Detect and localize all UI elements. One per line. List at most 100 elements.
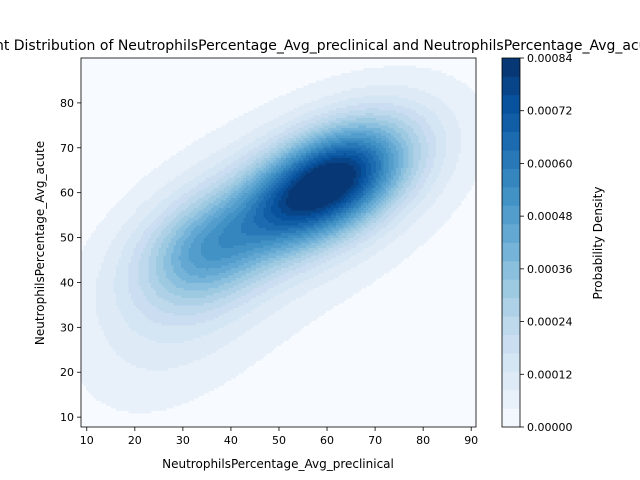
density-cell — [453, 120, 457, 124]
density-cell — [201, 143, 204, 146]
density-cell — [201, 178, 204, 181]
density-cell — [456, 145, 459, 149]
density-cell — [426, 163, 429, 166]
density-cell — [233, 140, 237, 144]
density-cell — [356, 130, 359, 134]
density-cell — [258, 133, 262, 136]
density-cell — [426, 75, 429, 79]
density-cell — [218, 188, 222, 191]
density-cell — [191, 155, 194, 159]
density-cell — [453, 178, 457, 181]
density-cell — [221, 138, 224, 141]
density-cell — [318, 183, 322, 186]
density-cell — [203, 178, 207, 181]
density-cell — [216, 138, 219, 141]
density-cell — [466, 168, 469, 171]
density-cell — [366, 190, 369, 194]
density-cell — [198, 185, 202, 189]
density-cell — [441, 168, 444, 171]
density-cell — [288, 123, 292, 126]
density-cell — [336, 175, 339, 179]
density-cell — [361, 85, 364, 89]
density-cell — [176, 155, 179, 159]
density-cell — [328, 158, 332, 161]
density-cell — [428, 105, 432, 109]
density-cell — [366, 158, 369, 161]
density-cell — [276, 190, 279, 194]
density-cell — [248, 178, 252, 181]
density-cell — [411, 153, 414, 156]
density-cell — [161, 178, 164, 181]
density-cell — [438, 183, 442, 186]
density-cell — [431, 143, 434, 146]
density-cell — [206, 165, 209, 169]
density-cell — [336, 130, 339, 134]
density-cell — [338, 163, 342, 166]
density-cell — [213, 173, 217, 176]
density-cell — [326, 110, 329, 114]
density-cell — [193, 153, 197, 156]
density-cell — [378, 80, 382, 84]
density-cell — [443, 180, 447, 184]
density-cell — [173, 158, 177, 161]
density-cell — [416, 118, 419, 121]
density-cell — [238, 115, 242, 119]
density-cell — [216, 170, 219, 174]
density-cell — [431, 190, 434, 194]
density-cell — [226, 183, 229, 186]
density-cell — [393, 103, 397, 106]
density-cell — [241, 135, 244, 139]
density-cell — [196, 180, 199, 184]
density-cell — [288, 113, 292, 116]
density-cell — [183, 178, 187, 181]
density-cell — [321, 145, 324, 149]
density-cell — [283, 173, 287, 176]
density-cell — [316, 103, 319, 106]
density-cell — [421, 100, 424, 104]
density-cell — [283, 103, 287, 106]
density-cell — [268, 153, 272, 156]
density-cell — [293, 178, 297, 181]
density-cell — [406, 115, 409, 119]
density-cell — [376, 188, 379, 191]
density-cell — [463, 148, 467, 151]
density-cell — [261, 188, 264, 191]
density-cell — [376, 93, 379, 96]
density-cell — [308, 150, 312, 154]
density-cell — [208, 158, 212, 161]
density-cell — [441, 140, 444, 144]
density-cell — [348, 98, 352, 101]
density-cell — [441, 93, 444, 96]
density-cell — [416, 170, 419, 174]
density-cell — [376, 153, 379, 156]
density-cell — [351, 78, 354, 81]
density-cell — [391, 140, 394, 144]
density-cell — [198, 188, 202, 191]
density-cell — [268, 165, 272, 169]
density-cell — [346, 130, 349, 134]
density-cell — [241, 163, 244, 166]
density-cell — [166, 163, 169, 166]
density-cell — [351, 175, 354, 179]
density-cell — [221, 140, 224, 144]
density-cell — [241, 125, 244, 129]
density-cell — [426, 133, 429, 136]
density-cell — [336, 170, 339, 174]
density-cell — [396, 123, 399, 126]
density-cell — [408, 70, 412, 74]
density-cell — [401, 165, 404, 169]
density-cell — [356, 73, 359, 76]
density-cell — [323, 173, 327, 176]
density-cell — [288, 115, 292, 119]
density-cell — [381, 145, 384, 149]
density-cell — [151, 188, 154, 191]
density-cell — [243, 163, 247, 166]
density-cell — [241, 173, 244, 176]
density-cell — [343, 98, 347, 101]
density-cell — [393, 165, 397, 169]
density-cell — [433, 88, 437, 91]
density-cell — [358, 138, 362, 141]
density-cell — [433, 130, 437, 134]
density-cell — [211, 143, 214, 146]
density-cell — [371, 183, 374, 186]
